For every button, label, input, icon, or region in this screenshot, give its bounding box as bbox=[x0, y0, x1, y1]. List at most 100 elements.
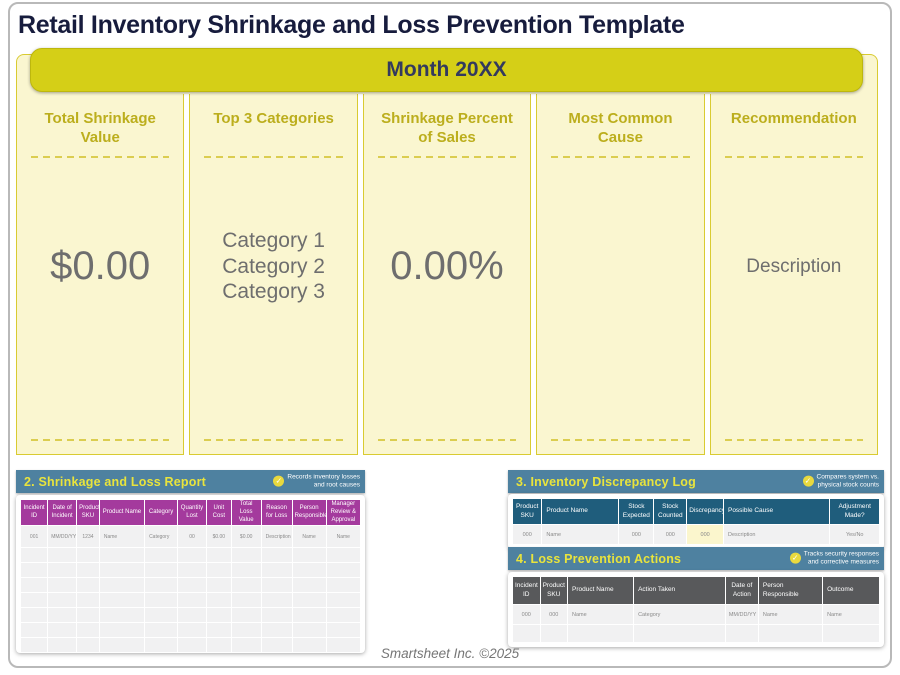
empty-cell bbox=[260, 607, 293, 624]
column-header: Reason for Loss bbox=[260, 498, 293, 527]
empty-cell bbox=[98, 547, 146, 564]
empty-cell bbox=[724, 624, 759, 643]
column-header: Product SKU bbox=[76, 498, 100, 527]
header-row: Product SKU Product Name Stock Expected Sto… bbox=[511, 498, 880, 525]
empty-cell bbox=[76, 607, 100, 624]
section-bar-loss-prevention: 4. Loss Prevention Actions ✓ Tracks secu… bbox=[508, 547, 884, 570]
empty-cell bbox=[512, 624, 541, 643]
empty-cell bbox=[205, 592, 232, 609]
empty-cell bbox=[47, 607, 78, 624]
cell: Description bbox=[260, 525, 293, 549]
badge-line: and root causes bbox=[313, 481, 360, 489]
column-header: Person Responsible bbox=[291, 498, 327, 527]
empty-cell bbox=[177, 622, 207, 639]
empty-cell bbox=[144, 592, 179, 609]
empty-cell bbox=[325, 637, 362, 654]
section-title: 4. Loss Prevention Actions bbox=[516, 551, 682, 566]
discrepancy-log-table: Product SKU Product Name Stock Expected Sto… bbox=[511, 498, 880, 545]
card-heading: Top 3 Categories bbox=[213, 110, 334, 127]
summary-cards-row: Total Shrinkage Value $0.00 Top 3 Catego… bbox=[16, 94, 879, 455]
header-row: Incident ID Product SKU Product Name Action… bbox=[512, 576, 880, 605]
card-heading: Most Common Cause bbox=[568, 110, 673, 146]
shrinkage-percent-value: 0.00% bbox=[390, 244, 504, 288]
empty-cell bbox=[291, 592, 327, 609]
header-row: Incident ID Date of Incident Product SKU Pr… bbox=[19, 498, 362, 527]
dashed-divider bbox=[551, 156, 690, 158]
section-title: 3. Inventory Discrepancy Log bbox=[516, 474, 696, 489]
dashed-divider bbox=[551, 439, 690, 441]
column-header: Product Name bbox=[567, 576, 635, 605]
empty-cell bbox=[325, 592, 362, 609]
empty-row bbox=[19, 592, 362, 609]
column-header: Action Taken bbox=[633, 576, 726, 605]
column-header: Stock Counted bbox=[653, 498, 688, 525]
empty-cell bbox=[230, 607, 262, 624]
empty-cell bbox=[98, 562, 146, 579]
month-banner: Month 20XX bbox=[30, 48, 863, 92]
empty-cell bbox=[205, 577, 232, 594]
cell: Category bbox=[633, 604, 726, 625]
section-title: 2. Shrinkage and Loss Report bbox=[24, 474, 207, 489]
empty-cell bbox=[19, 637, 49, 654]
column-header: Product Name bbox=[541, 498, 620, 525]
column-header: Adjustment Made? bbox=[829, 498, 880, 525]
card-recommendation: Recommendation Description bbox=[709, 94, 879, 455]
empty-cell bbox=[260, 547, 293, 564]
cell: MM/DD/YY bbox=[47, 525, 78, 549]
empty-cell bbox=[757, 624, 824, 643]
empty-row bbox=[19, 547, 362, 564]
empty-cell bbox=[177, 637, 207, 654]
empty-cell bbox=[76, 562, 100, 579]
empty-cell bbox=[19, 592, 49, 609]
empty-cell bbox=[76, 592, 100, 609]
column-header: Date of Action bbox=[724, 576, 759, 605]
empty-cell bbox=[98, 607, 146, 624]
empty-row bbox=[19, 607, 362, 624]
cell: Name bbox=[291, 525, 327, 549]
section-bar-shrinkage-report: 2. Shrinkage and Loss Report ✓ Records i… bbox=[16, 470, 365, 493]
empty-cell bbox=[205, 547, 232, 564]
empty-cell bbox=[47, 577, 78, 594]
empty-cell bbox=[230, 592, 262, 609]
column-header: Incident ID bbox=[512, 576, 541, 605]
empty-cell bbox=[291, 562, 327, 579]
check-icon: ✓ bbox=[802, 476, 814, 487]
empty-cell bbox=[19, 577, 49, 594]
column-header: Product SKU bbox=[511, 498, 543, 525]
empty-cell bbox=[47, 592, 78, 609]
column-header: Category bbox=[144, 498, 179, 527]
card-total-shrinkage-value: Total Shrinkage Value $0.00 bbox=[16, 94, 185, 455]
empty-cell bbox=[325, 607, 362, 624]
shrinkage-report-table-card: Incident ID Date of Incident Product SKU Pr… bbox=[16, 495, 365, 654]
column-header: Date of Incident bbox=[47, 498, 78, 527]
empty-cell bbox=[144, 577, 179, 594]
empty-row bbox=[19, 562, 362, 579]
empty-cell bbox=[177, 547, 207, 564]
cell: $0.00 bbox=[230, 525, 262, 549]
cell: 000 bbox=[511, 524, 543, 545]
empty-cell bbox=[325, 577, 362, 594]
cell: 000 bbox=[512, 604, 541, 625]
badge-line: physical stock counts bbox=[817, 481, 879, 489]
empty-cell bbox=[230, 622, 262, 639]
empty-cell bbox=[144, 637, 179, 654]
dashed-divider bbox=[204, 156, 343, 158]
empty-cell bbox=[260, 562, 293, 579]
empty-cell bbox=[177, 592, 207, 609]
empty-cell bbox=[98, 637, 146, 654]
total-shrinkage-value: $0.00 bbox=[50, 244, 151, 288]
category-line: Category 1 bbox=[222, 229, 325, 253]
badge-line: Compares system vs. bbox=[816, 473, 880, 481]
empty-cell bbox=[47, 547, 78, 564]
empty-cell bbox=[76, 577, 100, 594]
empty-row bbox=[19, 622, 362, 639]
empty-cell bbox=[205, 562, 232, 579]
column-header: Quantity Lost bbox=[177, 498, 207, 527]
section-badge: ✓ Tracks security responses and correcti… bbox=[789, 550, 879, 567]
cell: 000 bbox=[539, 604, 569, 625]
badge-line: Records inventory losses bbox=[287, 473, 360, 481]
category-line: Category 3 bbox=[222, 280, 325, 304]
cell: 00 bbox=[177, 525, 207, 549]
loss-prevention-table-card: Incident ID Product SKU Product Name Action… bbox=[508, 572, 884, 647]
top-3-categories-value: Category 1 Category 2 Category 3 bbox=[196, 199, 350, 334]
